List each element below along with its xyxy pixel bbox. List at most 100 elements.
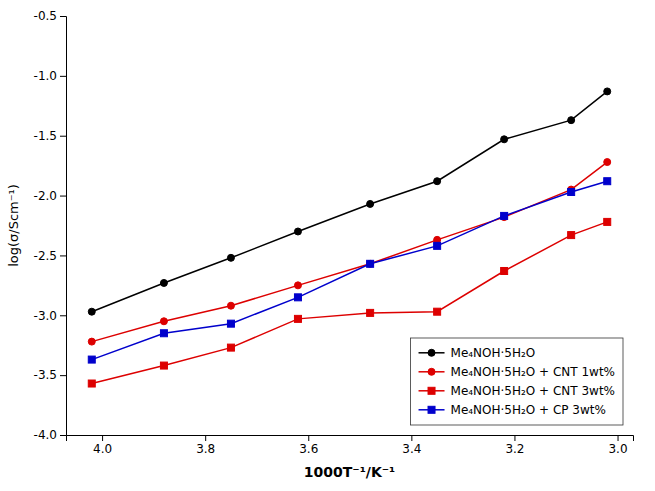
legend-marker [428,349,435,356]
legend-item: Me₄NOH·5H₂O [419,346,536,360]
x-axis-tick-mark [514,435,515,441]
y-axis-tick-mark [60,255,66,256]
x-axis-tick: 3.2 [505,435,524,456]
data-point [501,267,508,274]
legend-item: Me₄NOH·5H₂O + CNT 1wt% [419,365,615,379]
x-axis-tick-label: 4.0 [93,442,112,456]
data-point [367,309,374,316]
legend-label: Me₄NOH·5H₂O + CNT 3wt% [451,384,615,398]
y-axis-tick-mark [60,375,66,376]
x-axis-title: 1000T⁻¹/K⁻¹ [304,464,396,480]
data-point [160,362,167,369]
data-point [568,188,575,195]
series [88,88,610,315]
x-axis-tick-label: 3.2 [505,442,524,456]
y-axis-tick: -3.5 [34,368,66,382]
legend-item: Me₄NOH·5H₂O + CP 3wt% [419,403,606,417]
data-point [434,178,441,185]
y-axis-tick-mark [60,315,66,316]
series-line [92,181,607,359]
data-point [367,200,374,207]
legend: Me₄NOH·5H₂O Me₄NOH·5H₂O + CNT 1wt% Me₄NOH·… [411,338,623,425]
y-axis-tick-label: -2.5 [34,249,57,263]
legend-frame [411,338,623,425]
y-axis-title: log(σ/Scm⁻¹) [6,184,21,267]
series-line [92,91,607,311]
data-point [227,344,234,351]
legend-label: Me₄NOH·5H₂O + CP 3wt% [451,403,606,417]
series [88,159,610,346]
data-point [604,159,611,166]
data-point [88,356,95,363]
x-axis-tick: 3.8 [196,435,215,456]
data-point [294,228,301,235]
data-point [88,308,95,315]
legend-marker [428,387,435,394]
legend-marker [428,406,435,413]
data-point [88,380,95,387]
x-axis-tick: 4.0 [93,435,112,456]
y-axis-tick-mark [60,136,66,137]
y-axis-tick: -2.0 [34,189,66,203]
y-axis-line [60,17,67,436]
y-axis-tick-label: -3.5 [34,368,57,382]
legend-marker [428,368,435,375]
chart: 4.0 3.8 3.6 3.4 3.2 3.0 -4.0 -3.5 -3.0 -2.5 -2.0 -1… [0,0,655,491]
y-axis-tick-label: -1.5 [34,129,57,143]
x-axis-tick-mark [618,435,619,441]
series-line [92,222,607,384]
x-axis-tick-mark [102,435,103,441]
data-point [367,260,374,267]
data-point [227,302,234,309]
x-axis-line [67,436,634,442]
x-axis-tick: 3.4 [402,435,421,456]
y-axis-tick-label: -3.0 [34,309,57,323]
y-axis-tick-mark [60,435,66,436]
x-axis-tick-label: 3.8 [196,442,215,456]
y-axis-tick: -1.5 [34,129,66,143]
y-axis-tick-label: -0.5 [34,9,57,23]
data-point [501,136,508,143]
x-axis: 4.0 3.8 3.6 3.4 3.2 3.0 [67,435,634,456]
x-axis-tick-label: 3.4 [402,442,421,456]
x-axis-tick-label: 3.6 [299,442,318,456]
legend-item: Me₄NOH·5H₂O + CNT 3wt% [419,384,615,398]
y-axis-tick-label: -4.0 [34,428,57,442]
y-axis-tick: -2.5 [34,249,66,263]
data-point [227,254,234,261]
data-point [434,242,441,249]
series [88,178,610,363]
legend-label: Me₄NOH·5H₂O [451,346,536,360]
x-axis-tick-mark [205,435,206,441]
x-axis-tick-label: 3.0 [608,442,627,456]
data-point [604,178,611,185]
data-point [604,88,611,95]
y-axis-tick: -1.0 [34,69,66,83]
data-point [294,294,301,301]
y-axis-tick: -4.0 [34,428,66,442]
legend-items: Me₄NOH·5H₂O Me₄NOH·5H₂O + CNT 1wt% Me₄NOH·… [419,346,615,417]
data-point [294,282,301,289]
y-axis-tick: -0.5 [34,9,66,23]
data-point [501,212,508,219]
data-point [367,260,374,267]
x-axis-tick: 3.0 [608,435,627,456]
plot-area: 4.0 3.8 3.6 3.4 3.2 3.0 -4.0 -3.5 -3.0 -2.5 -2.0 -1… [34,9,634,455]
data-point [434,308,441,315]
y-axis-tick: -3.0 [34,309,66,323]
x-axis-tick: 3.6 [299,435,318,456]
data-point [568,232,575,239]
data-point [160,318,167,325]
y-axis-tick-mark [60,16,66,17]
x-axis-tick-mark [411,435,412,441]
data-point [160,279,167,286]
x-axis-tick-mark [308,435,309,441]
legend-label: Me₄NOH·5H₂O + CNT 1wt% [451,365,615,379]
y-axis-tick-mark [60,76,66,77]
data-point [568,117,575,124]
y-axis-tick-label: -1.0 [34,69,57,83]
data-point [227,320,234,327]
y-axis-tick-label: -2.0 [34,189,57,203]
y-axis: -4.0 -3.5 -3.0 -2.5 -2.0 -1.5 -1.0 -0.5 [34,9,67,442]
data-point [88,338,95,345]
